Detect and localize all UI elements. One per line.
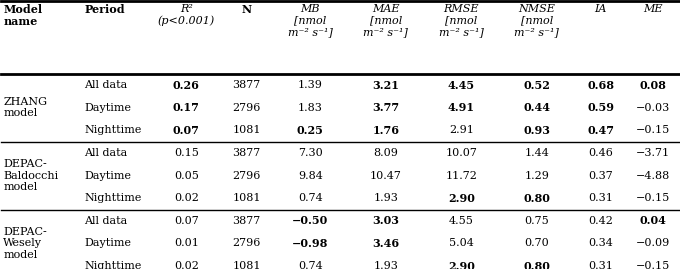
Text: NMSE
[nmol
m⁻² s⁻¹]: NMSE [nmol m⁻² s⁻¹] xyxy=(514,3,559,37)
Text: 1081: 1081 xyxy=(232,125,260,135)
Text: 1.83: 1.83 xyxy=(298,103,323,113)
Text: 1.93: 1.93 xyxy=(373,193,398,203)
Text: 0.75: 0.75 xyxy=(524,216,549,226)
Text: 0.02: 0.02 xyxy=(174,193,199,203)
Text: 0.46: 0.46 xyxy=(588,148,613,158)
Text: 3.77: 3.77 xyxy=(372,102,399,113)
Text: 0.15: 0.15 xyxy=(174,148,199,158)
Text: 0.07: 0.07 xyxy=(173,125,200,136)
Text: 0.80: 0.80 xyxy=(524,193,550,204)
Text: 3.21: 3.21 xyxy=(373,80,399,91)
Text: MB
[nmol
m⁻² s⁻¹]: MB [nmol m⁻² s⁻¹] xyxy=(288,3,333,37)
Text: ZHANG
model: ZHANG model xyxy=(3,97,48,118)
Text: 1.76: 1.76 xyxy=(373,125,399,136)
Text: 0.74: 0.74 xyxy=(298,193,323,203)
Text: −4.88: −4.88 xyxy=(636,171,670,180)
Text: All data: All data xyxy=(84,148,128,158)
Text: −0.03: −0.03 xyxy=(636,103,670,113)
Text: 0.68: 0.68 xyxy=(588,80,614,91)
Text: DEPAC-
Baldocchi
model: DEPAC- Baldocchi model xyxy=(3,159,58,192)
Text: 1.44: 1.44 xyxy=(524,148,549,158)
Text: 0.74: 0.74 xyxy=(298,261,323,269)
Text: −3.71: −3.71 xyxy=(636,148,670,158)
Text: 1081: 1081 xyxy=(232,261,260,269)
Text: 0.07: 0.07 xyxy=(174,216,199,226)
Text: −0.15: −0.15 xyxy=(636,125,670,135)
Text: Model
name: Model name xyxy=(3,3,43,27)
Text: 0.01: 0.01 xyxy=(174,238,199,249)
Text: −0.09: −0.09 xyxy=(636,238,670,249)
Text: 0.80: 0.80 xyxy=(524,261,550,269)
Text: 0.08: 0.08 xyxy=(640,80,666,91)
Text: IA: IA xyxy=(594,3,607,14)
Text: 0.93: 0.93 xyxy=(524,125,550,136)
Text: 0.26: 0.26 xyxy=(173,80,200,91)
Text: 0.31: 0.31 xyxy=(588,193,613,203)
Text: 2796: 2796 xyxy=(233,103,260,113)
Text: 3.46: 3.46 xyxy=(372,238,399,249)
Text: Daytime: Daytime xyxy=(84,103,131,113)
Text: 2796: 2796 xyxy=(233,238,260,249)
Text: Daytime: Daytime xyxy=(84,171,131,180)
Text: 4.55: 4.55 xyxy=(449,216,474,226)
Text: R²
(p<0.001): R² (p<0.001) xyxy=(158,3,215,26)
Text: 0.25: 0.25 xyxy=(297,125,324,136)
Text: 4.91: 4.91 xyxy=(448,102,475,113)
Text: RMSE
[nmol
m⁻² s⁻¹]: RMSE [nmol m⁻² s⁻¹] xyxy=(439,3,483,37)
Text: 0.17: 0.17 xyxy=(173,102,200,113)
Text: 3.03: 3.03 xyxy=(373,215,399,226)
Text: −0.15: −0.15 xyxy=(636,193,670,203)
Text: 0.47: 0.47 xyxy=(588,125,614,136)
Text: 7.30: 7.30 xyxy=(298,148,323,158)
Text: Daytime: Daytime xyxy=(84,238,131,249)
Text: 0.52: 0.52 xyxy=(524,80,550,91)
Text: 1081: 1081 xyxy=(232,193,260,203)
Text: −0.50: −0.50 xyxy=(292,215,328,226)
Text: DEPAC-
Wesely
model: DEPAC- Wesely model xyxy=(3,227,47,260)
Text: 3877: 3877 xyxy=(233,148,260,158)
Text: 0.70: 0.70 xyxy=(524,238,549,249)
Text: 0.31: 0.31 xyxy=(588,261,613,269)
Text: 3877: 3877 xyxy=(233,216,260,226)
Text: MAE
[nmol
m⁻² s⁻¹]: MAE [nmol m⁻² s⁻¹] xyxy=(363,3,408,37)
Text: Nighttime: Nighttime xyxy=(84,193,141,203)
Text: 0.37: 0.37 xyxy=(588,171,613,180)
Text: 0.02: 0.02 xyxy=(174,261,199,269)
Text: 2.90: 2.90 xyxy=(448,193,475,204)
Text: 10.07: 10.07 xyxy=(445,148,477,158)
Text: 2.91: 2.91 xyxy=(449,125,474,135)
Text: 1.39: 1.39 xyxy=(298,80,323,90)
Text: 0.05: 0.05 xyxy=(174,171,199,180)
Text: 0.44: 0.44 xyxy=(524,102,550,113)
Text: Nighttime: Nighttime xyxy=(84,125,141,135)
Text: 2796: 2796 xyxy=(233,171,260,180)
Text: 0.04: 0.04 xyxy=(640,215,666,226)
Text: 5.04: 5.04 xyxy=(449,238,474,249)
Text: ME: ME xyxy=(643,3,663,14)
Text: 4.45: 4.45 xyxy=(447,80,475,91)
Text: All data: All data xyxy=(84,216,128,226)
Text: Nighttime: Nighttime xyxy=(84,261,141,269)
Text: 11.72: 11.72 xyxy=(445,171,477,180)
Text: 1.29: 1.29 xyxy=(524,171,549,180)
Text: Period: Period xyxy=(84,3,125,15)
Text: −0.15: −0.15 xyxy=(636,261,670,269)
Text: 2.90: 2.90 xyxy=(448,261,475,269)
Text: 3877: 3877 xyxy=(233,80,260,90)
Text: −0.98: −0.98 xyxy=(292,238,328,249)
Text: 0.42: 0.42 xyxy=(588,216,613,226)
Text: 9.84: 9.84 xyxy=(298,171,323,180)
Text: 0.59: 0.59 xyxy=(588,102,614,113)
Text: 8.09: 8.09 xyxy=(373,148,398,158)
Text: 10.47: 10.47 xyxy=(370,171,402,180)
Text: 0.34: 0.34 xyxy=(588,238,613,249)
Text: N: N xyxy=(241,3,252,15)
Text: 1.93: 1.93 xyxy=(373,261,398,269)
Text: All data: All data xyxy=(84,80,128,90)
